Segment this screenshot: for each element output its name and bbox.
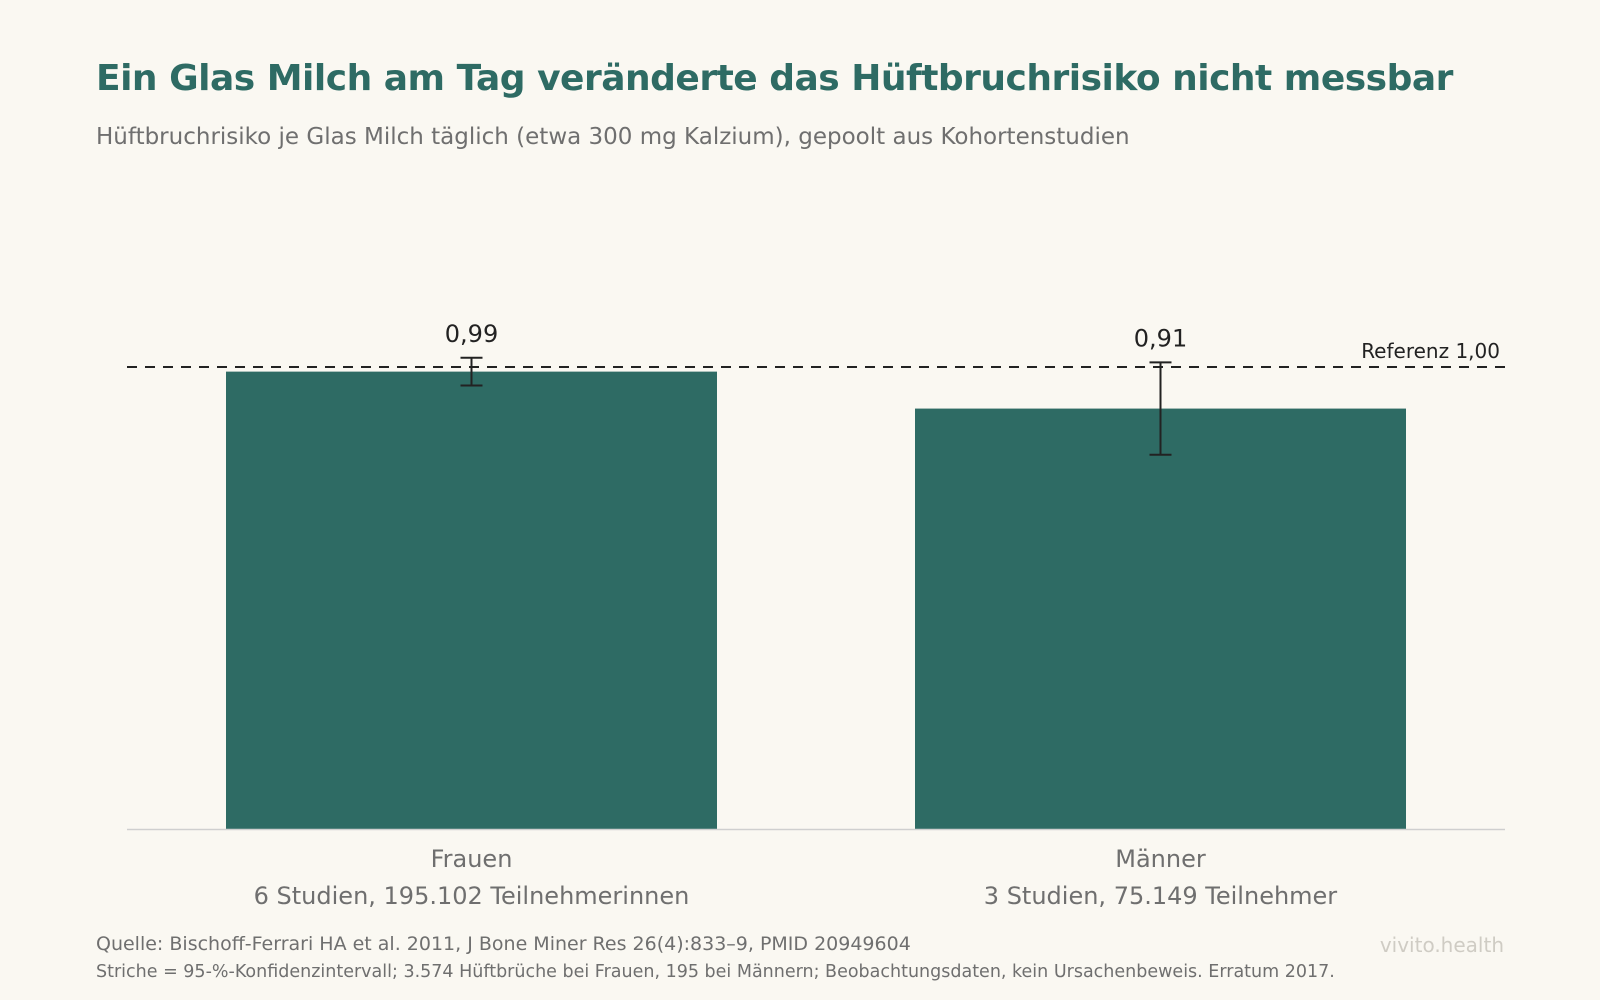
bar [915, 408, 1406, 829]
data-label: 0,91 [1134, 324, 1187, 352]
x-tick-sublabel: 3 Studien, 75.149 Teilnehmer [984, 882, 1338, 910]
source-note: Quelle: Bischoff-Ferrari HA et al. 2011,… [96, 933, 911, 955]
data-label: 0,99 [445, 320, 498, 348]
brand-label: vivito.health [1379, 933, 1504, 957]
chart-subtitle: Hüftbruchrisiko je Glas Milch täglich (e… [96, 124, 1130, 150]
methodology-note: Striche = 95-%-Konfidenzintervall; 3.574… [96, 962, 1335, 982]
chart-title: Ein Glas Milch am Tag veränderte das Hüf… [96, 58, 1453, 99]
x-tick-sublabel: 6 Studien, 195.102 Teilnehmerinnen [254, 882, 690, 910]
x-tick-label: Frauen [431, 845, 513, 873]
reference-label: Referenz 1,00 [1361, 339, 1500, 363]
x-tick-label: Männer [1115, 845, 1206, 873]
bar [226, 371, 717, 829]
